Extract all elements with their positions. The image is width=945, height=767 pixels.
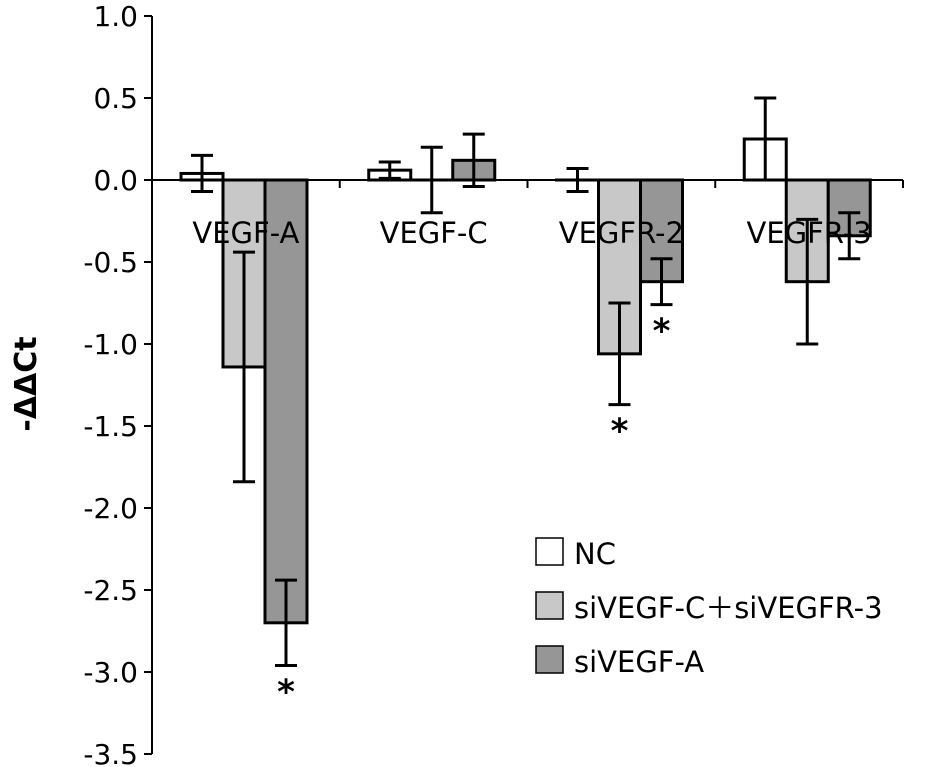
category-label: VEGF-A [192,216,299,250]
error-bars [191,96,861,667]
significance-star: * [277,672,295,712]
y-tick-label: -1.5 [83,410,138,443]
legend-swatch [535,537,564,566]
category-label: VEGFR-2 [559,216,684,250]
y-tick-label: -0.5 [83,246,138,279]
y-tick-label: 0.5 [93,82,138,115]
legend-swatch [535,591,564,620]
legend-label: siVEGF-C＋siVEGFR-3 [574,591,883,625]
category-label: VEGFR-3 [747,216,872,250]
bars [179,137,872,625]
legend-swatch [535,645,564,674]
y-tick-label: 0.0 [93,164,138,197]
y-tick-label: -3.0 [83,656,138,689]
category-labels: VEGF-A VEGF-C VEGFR-2 VEGFR-3 [192,216,871,250]
significance-star: * [611,412,629,452]
y-tick-label: -1.0 [83,328,138,361]
axes: 1.0 0.5 0.0 -0.5 -1.0 -1.5 -2.0 -2.5 -3.0 -3.5 [83,0,904,767]
significance-star: * [653,312,671,352]
y-tick-label: 1.0 [93,0,138,33]
y-tick-label: -3.5 [83,738,138,767]
legend: NC siVEGF-C＋siVEGFR-3 siVEGF-A [535,537,883,679]
legend-label: NC [574,537,616,571]
y-tick-label: -2.0 [83,492,138,525]
y-tick-label: -2.5 [83,574,138,607]
category-label: VEGF-C [380,216,488,250]
legend-label: siVEGF-A [574,645,704,679]
significance-markers: * * * [277,312,671,713]
y-axis-title: -ΔΔCt [9,336,44,431]
